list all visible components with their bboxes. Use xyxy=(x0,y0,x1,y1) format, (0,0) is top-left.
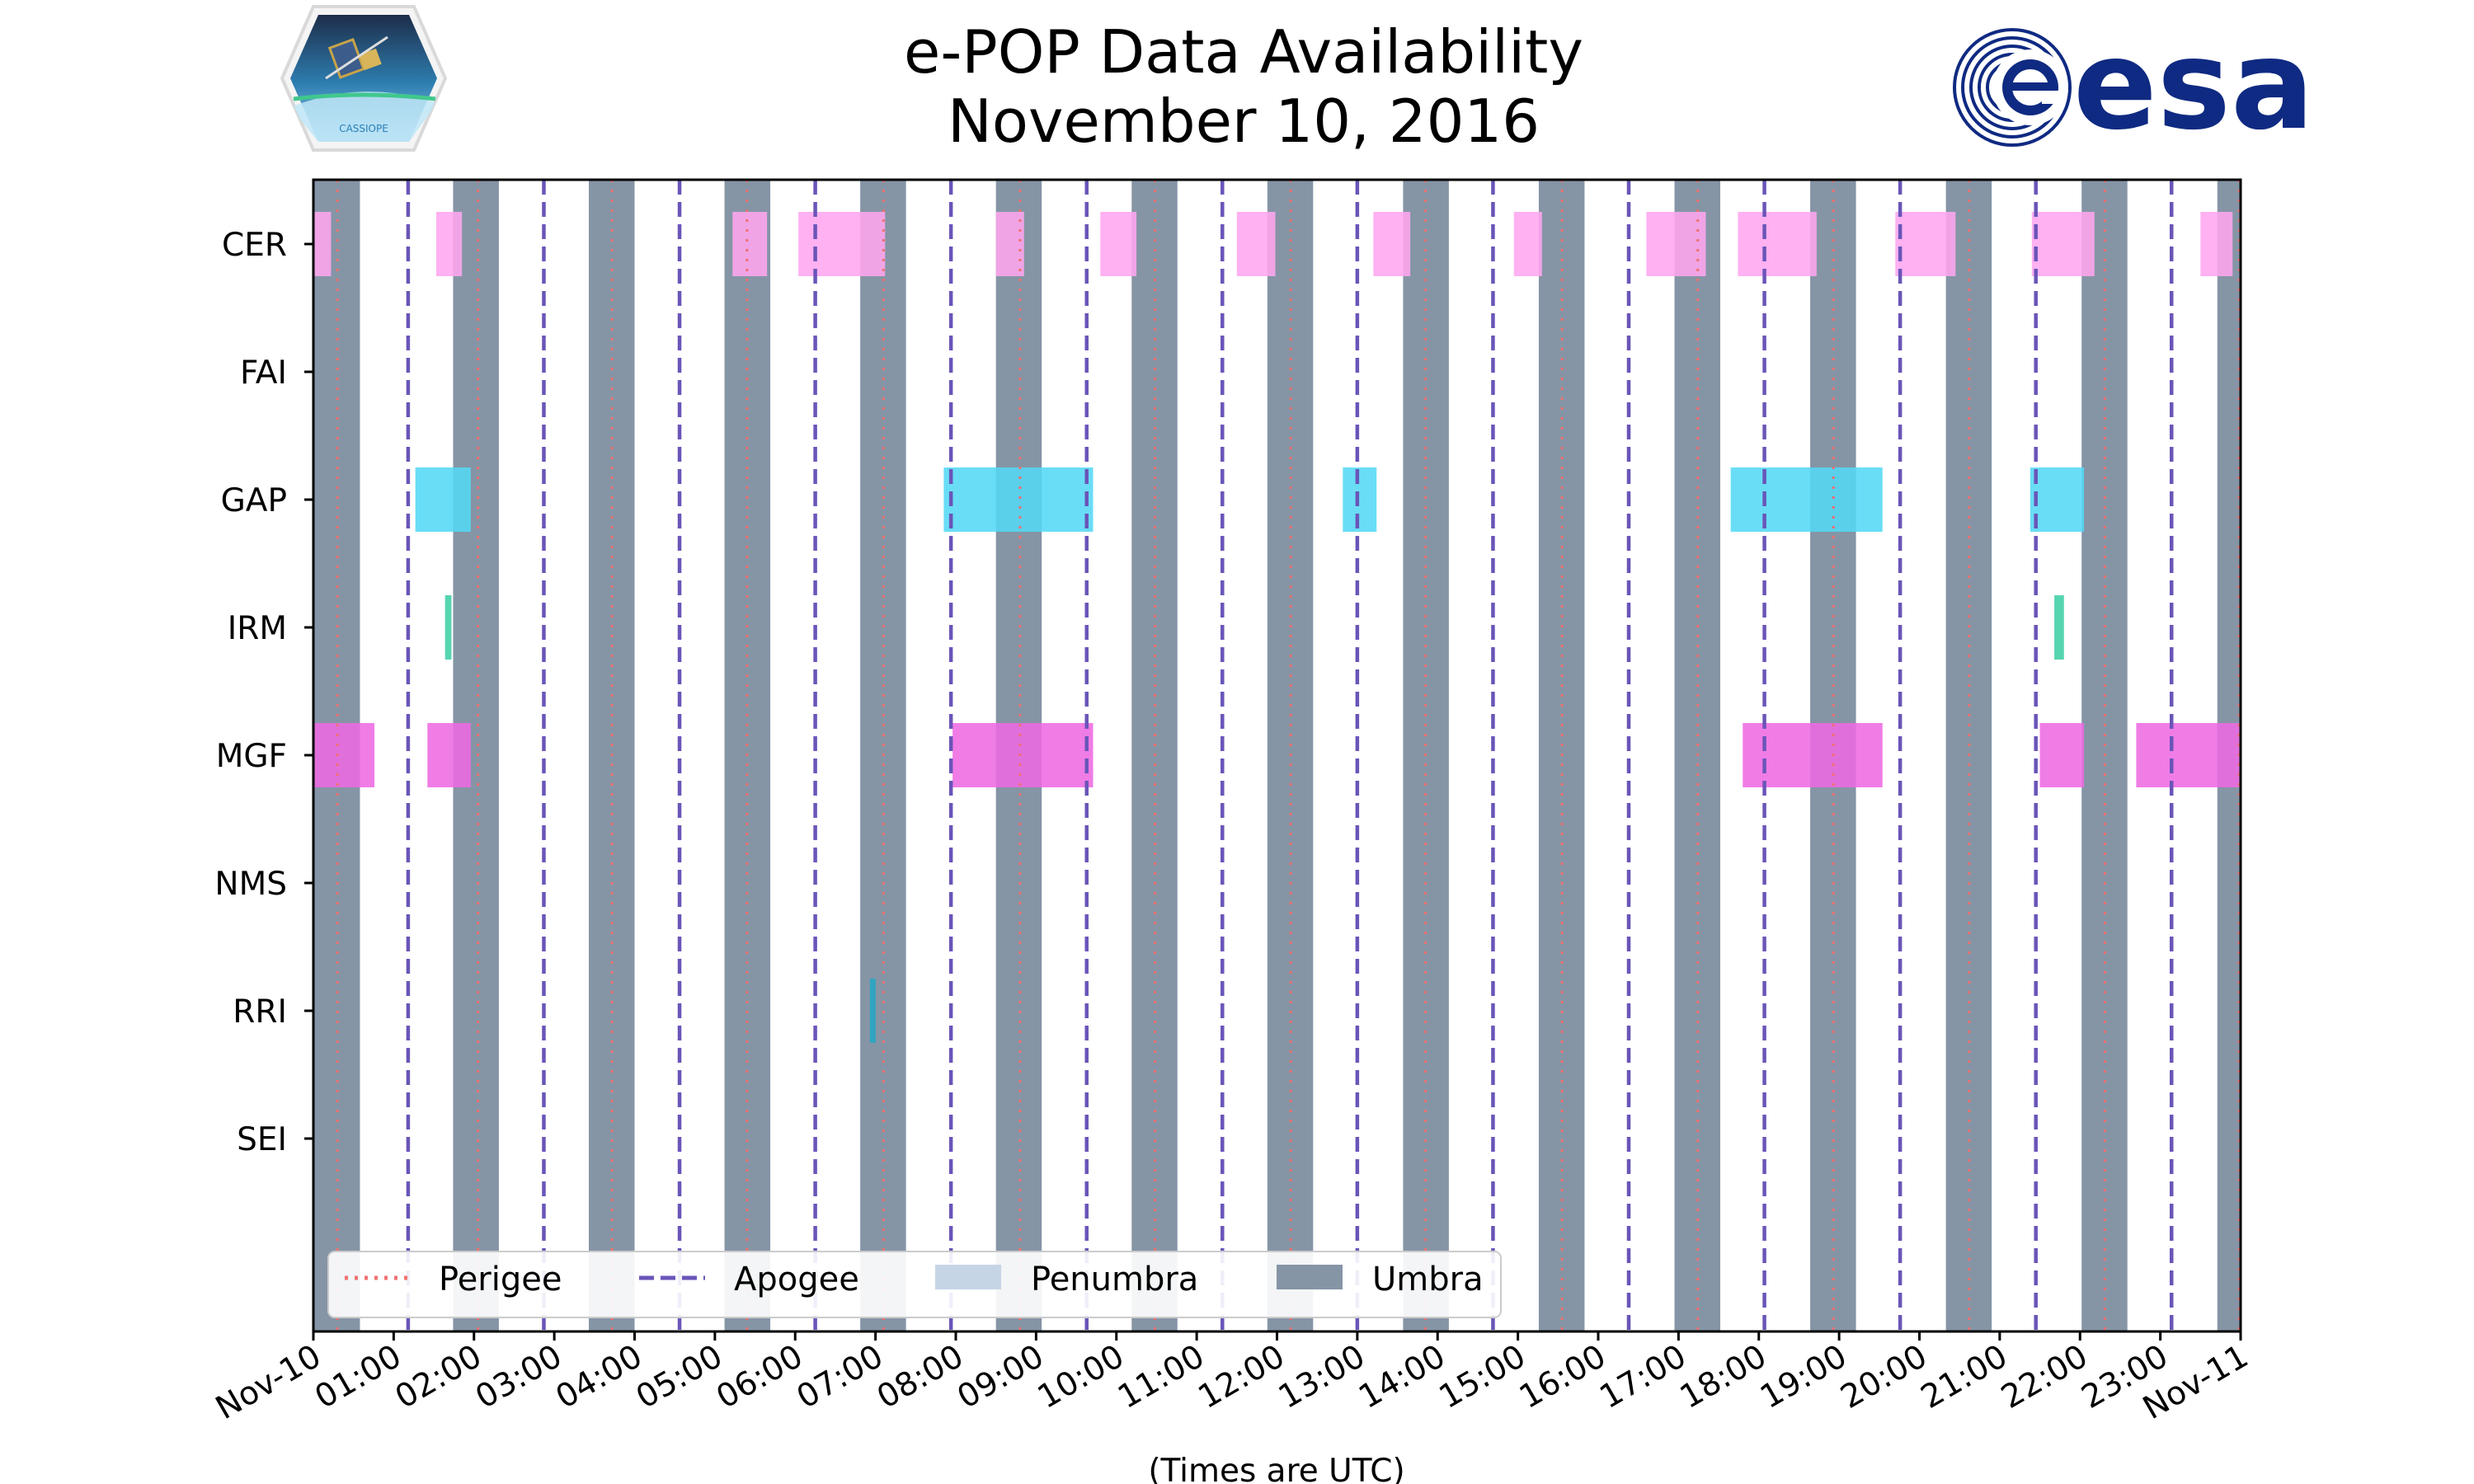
x-tick-label-6: 06:00 xyxy=(710,1338,809,1416)
gap-data-bar-0 xyxy=(415,467,471,532)
x-tick-label-17: 17:00 xyxy=(1594,1338,1693,1416)
gap-data-bar-2 xyxy=(1343,467,1377,532)
x-tick-label-5: 05:00 xyxy=(630,1338,729,1416)
esa-logo: esa xyxy=(1953,14,2314,157)
cer-data-bar-0 xyxy=(313,212,332,276)
y-tick-label-gap: GAP xyxy=(221,482,287,519)
irm-data-bar-1 xyxy=(2054,595,2064,660)
legend-umbra-label: Umbra xyxy=(1372,1261,1484,1298)
legend-apogee-label: Apogee xyxy=(734,1261,859,1298)
y-tick-label-cer: CER xyxy=(222,227,287,264)
cer-data-bar-13 xyxy=(2200,212,2233,276)
legend-penumbra-swatch xyxy=(935,1265,1001,1289)
y-tick-label-sei: SEI xyxy=(237,1121,287,1158)
x-tick-label-10: 10:00 xyxy=(1032,1338,1131,1416)
x-tick-label-15: 15:00 xyxy=(1433,1338,1532,1416)
data-bars-layer xyxy=(313,212,2241,1043)
x-tick-label-9: 09:00 xyxy=(952,1338,1051,1416)
x-tick-label-12: 12:00 xyxy=(1192,1338,1291,1416)
x-tick-label-18: 18:00 xyxy=(1674,1338,1773,1416)
cassiope-logo-text: CASSIOPE xyxy=(339,123,388,134)
legend-perigee-label: Perigee xyxy=(439,1261,562,1298)
cer-data-bar-11 xyxy=(1895,212,1956,276)
mgf-data-bar-3 xyxy=(1743,723,1883,787)
cer-data-bar-5 xyxy=(1100,212,1137,276)
legend-penumbra-label: Penumbra xyxy=(1031,1261,1198,1298)
cer-data-bar-7 xyxy=(1373,212,1411,276)
cer-data-bar-1 xyxy=(435,212,463,276)
y-tick-label-nms: NMS xyxy=(214,866,287,903)
x-tick-label-0: Nov-10 xyxy=(209,1338,327,1427)
chart-title-line1: e-POP Data Availability xyxy=(904,17,1583,87)
esa-logo-text: esa xyxy=(2073,14,2314,157)
cer-data-bar-8 xyxy=(1513,212,1542,276)
y-tick-label-rri: RRI xyxy=(233,993,287,1031)
x-tick-label-2: 02:00 xyxy=(389,1338,488,1416)
umbra-layer xyxy=(313,180,2241,1331)
cer-data-bar-4 xyxy=(995,212,1024,276)
cer-data-bar-2 xyxy=(732,212,768,276)
x-tick-label-22: 22:00 xyxy=(1995,1338,2094,1416)
esa-logo-swirl xyxy=(1953,28,2072,147)
legend-umbra-swatch xyxy=(1277,1265,1343,1289)
irm-data-bar-0 xyxy=(444,595,452,660)
mgf-data-bar-1 xyxy=(427,723,471,787)
legend: Perigee Apogee Penumbra Umbra xyxy=(327,1251,1502,1318)
cer-data-bar-12 xyxy=(2031,212,2095,276)
x-tick-label-8: 08:00 xyxy=(871,1338,970,1416)
x-tick-label-1: 01:00 xyxy=(309,1338,408,1416)
rri-data-bar-0 xyxy=(869,979,876,1043)
y-tick-label-mgf: MGF xyxy=(216,738,287,775)
x-tick-label-19: 19:00 xyxy=(1754,1338,1853,1416)
legend-box xyxy=(327,1251,1502,1318)
cassiope-logo: CASSIOPE xyxy=(280,5,448,152)
mgf-data-bar-0 xyxy=(313,723,375,787)
mgf-data-bar-2 xyxy=(952,723,1094,787)
gap-data-bar-4 xyxy=(2030,467,2085,532)
cer-data-bar-6 xyxy=(1236,212,1276,276)
y-tick-label-fai: FAI xyxy=(240,355,287,392)
orbit-lines-layer xyxy=(336,180,2241,1331)
y-tick-label-irm: IRM xyxy=(228,610,287,647)
x-axis-label: (Times are UTC) xyxy=(1148,1453,1404,1484)
cer-data-bar-9 xyxy=(1646,212,1706,276)
x-tick-label-4: 04:00 xyxy=(550,1338,649,1416)
x-tick-label-16: 16:00 xyxy=(1513,1338,1612,1416)
gap-data-bar-1 xyxy=(943,467,1094,532)
mgf-data-bar-4 xyxy=(2039,723,2085,787)
x-axis: Nov-1001:0002:0003:0004:0005:0006:0007:0… xyxy=(209,1331,2255,1427)
cer-data-bar-3 xyxy=(798,212,886,276)
x-tick-label-11: 11:00 xyxy=(1112,1338,1211,1416)
cer-data-bar-10 xyxy=(1738,212,1817,276)
mgf-data-bar-5 xyxy=(2136,723,2241,787)
chart-title-line2: November 10, 2016 xyxy=(948,87,1540,156)
y-axis: CER FAI GAP IRM MGF NMS RRI SEI xyxy=(214,227,313,1158)
x-tick-label-21: 21:00 xyxy=(1915,1338,2014,1416)
x-tick-label-14: 14:00 xyxy=(1352,1338,1451,1416)
x-tick-label-7: 07:00 xyxy=(791,1338,890,1416)
gap-data-bar-3 xyxy=(1730,467,1883,532)
x-tick-label-3: 03:00 xyxy=(469,1338,568,1416)
x-tick-label-20: 20:00 xyxy=(1835,1338,1934,1416)
x-tick-label-13: 13:00 xyxy=(1272,1338,1371,1416)
